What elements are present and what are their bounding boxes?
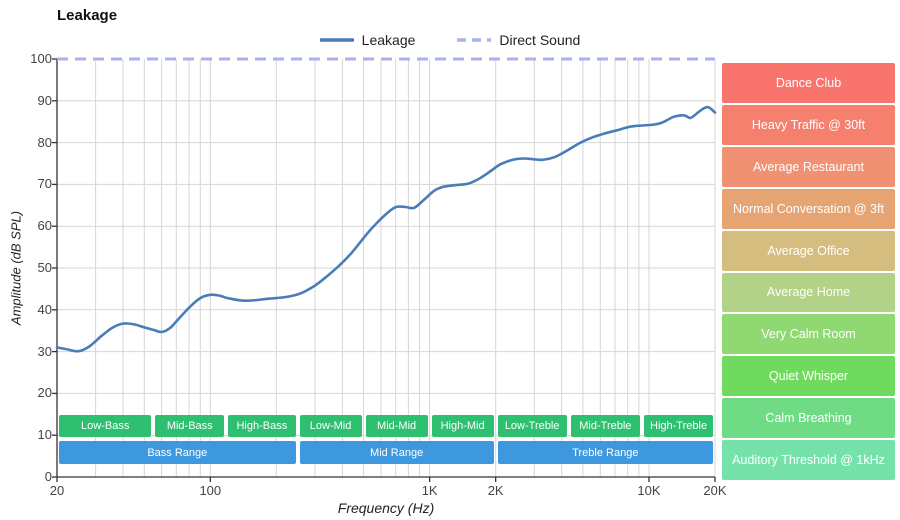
- y-tick-label: 10: [37, 427, 52, 443]
- x-tick-label: 20: [49, 483, 65, 498]
- noise-band-very-calm-room: Very Calm Room: [722, 314, 895, 355]
- legend-item-leakage[interactable]: Leakage: [319, 32, 416, 48]
- band-button-bass-range[interactable]: Bass Range: [59, 441, 296, 464]
- band-button-mid-bass[interactable]: Mid-Bass: [155, 415, 225, 437]
- leakage-line-sample: [319, 38, 354, 42]
- chart-title: Leakage: [57, 7, 118, 24]
- noise-band-calm-breathing: Calm Breathing: [722, 398, 895, 439]
- band-button-mid-mid[interactable]: Mid-Mid: [365, 415, 428, 437]
- x-tick-label: 1K: [421, 483, 438, 498]
- band-button-low-bass[interactable]: Low-Bass: [59, 415, 152, 437]
- x-tick-label: 100: [199, 483, 222, 498]
- noise-band-auditory-threshold-1khz: Auditory Threshold @ 1kHz: [722, 440, 895, 481]
- noise-band-quiet-whisper: Quiet Whisper: [722, 356, 895, 397]
- x-tick-label: 20K: [703, 483, 727, 498]
- band-button-low-treble[interactable]: Low-Treble: [497, 415, 567, 437]
- noise-level-panel: Dance Club Heavy Traffic @ 30ft Average Re…: [722, 63, 895, 481]
- band-button-high-mid[interactable]: High-Mid: [431, 415, 494, 437]
- y-tick-label: 20: [37, 385, 52, 401]
- legend-label: Direct Sound: [499, 32, 581, 48]
- y-tick-label: 50: [37, 260, 52, 275]
- plot-canvas: [52, 57, 717, 482]
- y-tick-label: 90: [37, 92, 52, 108]
- noise-band-average-home: Average Home: [722, 272, 895, 313]
- legend-item-direct-sound[interactable]: Direct Sound: [457, 32, 580, 48]
- leakage-curve: [55, 105, 717, 353]
- noise-band-heavy-traffic-30ft: Heavy Traffic @ 30ft: [722, 104, 895, 145]
- noise-band-average-office: Average Office: [722, 230, 895, 271]
- y-tick-label: 80: [37, 134, 52, 150]
- legend-label: Leakage: [361, 32, 416, 48]
- band-button-low-mid[interactable]: Low-Mid: [299, 415, 362, 437]
- noise-band-normal-conversation-3ft: Normal Conversation @ 3ft: [722, 188, 895, 229]
- noise-band-average-restaurant: Average Restaurant: [722, 146, 895, 187]
- legend: Leakage Direct Sound: [0, 32, 900, 48]
- band-button-high-treble[interactable]: High-Treble: [644, 415, 713, 437]
- y-tick-label: 60: [37, 218, 52, 234]
- band-button-mid-treble[interactable]: Mid-Treble: [570, 415, 641, 437]
- band-button-mid-range[interactable]: Mid Range: [299, 441, 494, 464]
- x-tick-label: 2K: [487, 483, 504, 498]
- x-tick-label: 10K: [637, 483, 661, 498]
- direct-sound-line-sample: [457, 38, 492, 42]
- sub-band-row: Low-Bass Mid-Bass High-Bass Low-Mid Mid-Mid H…: [57, 415, 715, 437]
- band-button-high-bass[interactable]: High-Bass: [228, 415, 296, 437]
- y-tick-label: 0: [44, 469, 52, 484]
- y-tick-label: 30: [37, 343, 52, 359]
- y-tick-label: 40: [37, 301, 52, 317]
- band-button-treble-range[interactable]: Treble Range: [497, 441, 713, 464]
- y-tick-label: 100: [30, 51, 52, 66]
- x-axis-title: Frequency (Hz): [337, 500, 435, 516]
- plot-area: Low-Bass Mid-Bass High-Bass Low-Mid Mid-Mid H…: [52, 57, 717, 482]
- y-tick-label: 70: [37, 176, 52, 192]
- range-band-row: Bass Range Mid Range Treble Range: [57, 441, 715, 464]
- noise-band-dance-club: Dance Club: [722, 63, 895, 103]
